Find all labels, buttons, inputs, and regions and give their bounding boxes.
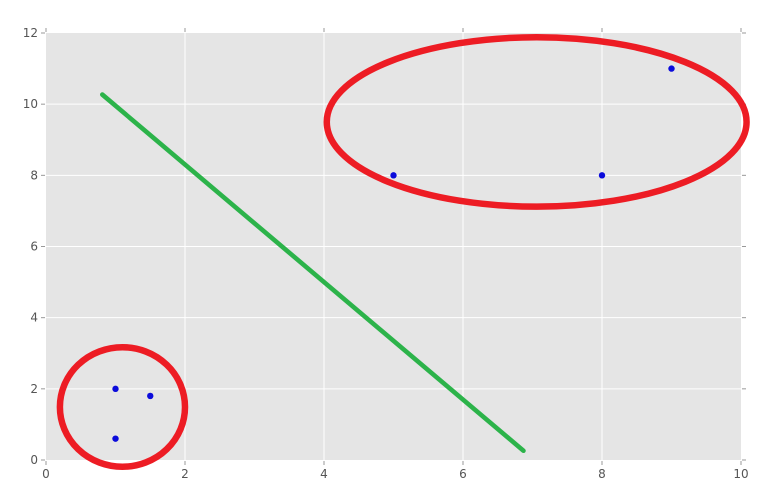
data-point-0 bbox=[112, 385, 119, 393]
cluster-circle-bottom-left bbox=[56, 343, 189, 471]
data-point-2 bbox=[112, 435, 119, 442]
y-tick-label-2: 2 bbox=[30, 382, 38, 396]
y-tick-label-8: 8 bbox=[30, 168, 38, 182]
y-tick-label-6: 6 bbox=[30, 240, 38, 254]
y-tick-label-4: 4 bbox=[30, 311, 38, 325]
data-point-3 bbox=[390, 172, 397, 179]
data-point-4 bbox=[598, 172, 606, 179]
x-tick-label-6: 6 bbox=[459, 467, 467, 481]
x-tick-label-0: 0 bbox=[42, 467, 50, 481]
y-tick-label-10: 10 bbox=[23, 97, 38, 111]
data-point-5 bbox=[668, 65, 675, 72]
data-point-1 bbox=[147, 392, 154, 400]
y-tick-label-0: 0 bbox=[30, 453, 38, 467]
x-tick-label-2: 2 bbox=[181, 467, 189, 481]
x-tick-label-4: 4 bbox=[320, 467, 328, 481]
x-tick-label-8: 8 bbox=[598, 467, 606, 481]
y-tick-label-12: 12 bbox=[23, 26, 38, 40]
cluster-ellipse-top-right bbox=[323, 34, 750, 210]
green-separator-line bbox=[99, 92, 526, 454]
x-tick-label-10: 10 bbox=[733, 467, 748, 481]
